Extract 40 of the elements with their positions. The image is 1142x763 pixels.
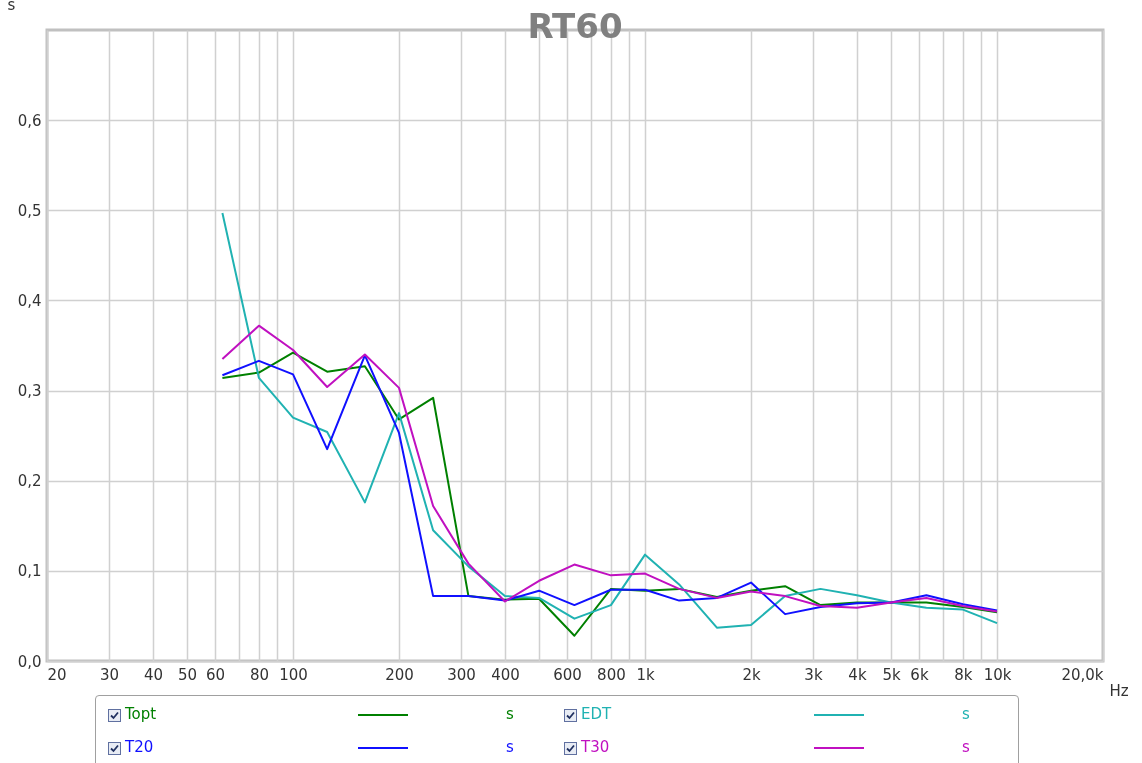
- x-tick-label: 50: [178, 665, 198, 684]
- x-tick-label: 800: [597, 665, 626, 684]
- x-tick-label: 20,0k: [1061, 665, 1104, 684]
- text: s: [962, 705, 970, 723]
- x-tick-label: 10k: [983, 665, 1012, 684]
- x-tick-label: 100: [279, 665, 308, 684]
- x-tick-label: 1k: [636, 665, 655, 684]
- x-tick-label: 600: [553, 665, 582, 684]
- x-tick-label: 6k: [910, 665, 929, 684]
- x-tick-label: 8k: [954, 665, 973, 684]
- y-tick-label: 0,2: [17, 472, 42, 491]
- y-tick-label: 0,0: [17, 652, 42, 671]
- x-tick-label: 30: [99, 665, 120, 684]
- y-tick-label: 0,5: [17, 201, 42, 220]
- y-axis-title: s: [7, 0, 16, 14]
- text: s: [962, 738, 970, 756]
- text: s: [506, 705, 514, 723]
- y-tick-label: 0,1: [17, 562, 42, 581]
- chart-title: RT60: [527, 6, 623, 46]
- text: EDT: [581, 705, 612, 723]
- y-tick-label: 0,3: [17, 382, 42, 401]
- x-tick-label: 3k: [804, 665, 823, 684]
- text: T20: [125, 738, 154, 756]
- x-tick-label: 5k: [882, 665, 901, 684]
- x-tick-label: 20: [47, 665, 67, 684]
- x-tick-label: 4k: [848, 665, 867, 684]
- x-tick-label: 60: [205, 665, 225, 684]
- x-tick-label: 300: [447, 665, 476, 684]
- x-tick-label: 2k: [742, 665, 761, 684]
- y-tick-label: 0,6: [17, 111, 42, 130]
- x-axis-title: Hz: [1109, 681, 1129, 700]
- x-tick-label: 200: [385, 665, 414, 684]
- x-tick-label: 40: [143, 665, 164, 684]
- y-tick-label: 0,4: [17, 291, 42, 310]
- line-series: [221, 211, 999, 629]
- text: T30: [581, 738, 610, 756]
- x-tick-label: 400: [491, 665, 520, 684]
- x-tick-label: 80: [249, 665, 269, 684]
- text: Topt: [125, 705, 157, 723]
- text: s: [506, 738, 514, 756]
